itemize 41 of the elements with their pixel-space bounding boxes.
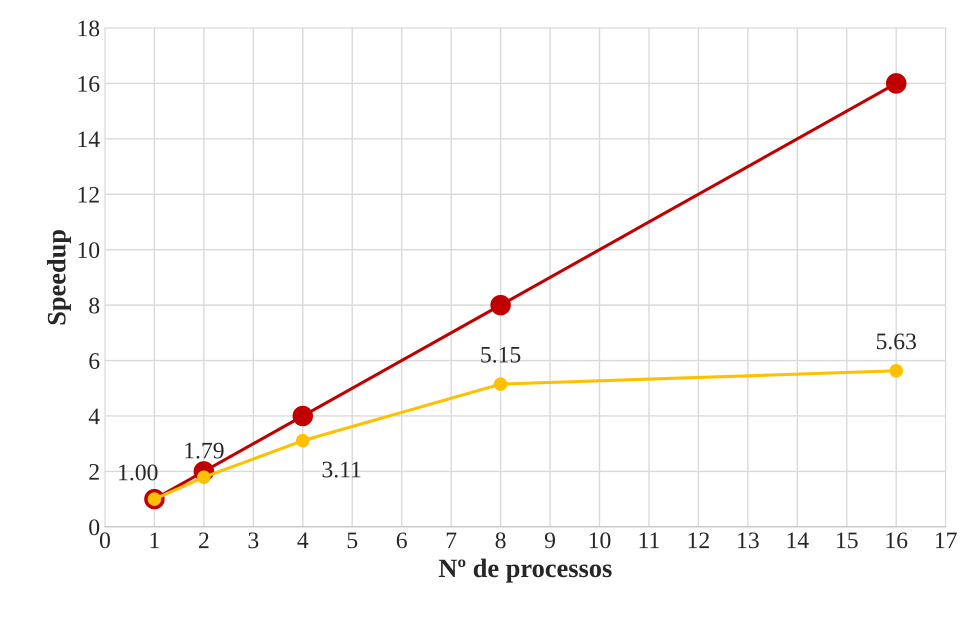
x-axis-title: Nº de processos <box>438 558 612 583</box>
y-axis-title: Speedup <box>47 230 71 324</box>
x-tick-label: 1 <box>150 532 159 548</box>
data-label: 1.00 <box>119 464 158 481</box>
point <box>494 377 508 391</box>
y-tick-label: 4 <box>88 408 100 424</box>
y-tick-label: 16 <box>78 76 100 92</box>
point <box>889 364 903 378</box>
x-tick-label: 10 <box>590 532 610 548</box>
x-tick-label: 3 <box>248 532 258 548</box>
point <box>886 73 906 94</box>
x-tick-label: 14 <box>788 532 809 548</box>
x-tick-label: 16 <box>886 532 908 548</box>
y-tick-label: 2 <box>89 464 99 480</box>
x-tick-label: 13 <box>738 532 759 548</box>
x-tick-label: 11 <box>640 532 659 548</box>
data-label: 1.79 <box>185 442 224 459</box>
point <box>296 434 310 448</box>
x-tick-label: 9 <box>544 532 555 548</box>
x-tick-label: 17 <box>936 532 957 548</box>
x-tick-label: 2 <box>199 532 208 548</box>
x-tick-label: 12 <box>688 532 709 548</box>
y-tick-label: 14 <box>78 131 100 148</box>
x-tick-label: 15 <box>837 532 858 548</box>
data-label: 5.15 <box>481 346 520 363</box>
x-tick-label: 8 <box>496 532 506 548</box>
y-tick-label: 8 <box>89 298 100 314</box>
point <box>292 406 314 426</box>
y-tick-label: 0 <box>89 519 100 536</box>
x-tick-label: 7 <box>446 532 456 548</box>
y-tick-label: 10 <box>78 242 100 258</box>
data-label: 3.11 <box>322 462 360 478</box>
x-tick-label: 6 <box>396 532 407 548</box>
point <box>490 294 511 316</box>
x-tick-label: 4 <box>297 532 308 548</box>
data-label: 5.63 <box>876 333 916 350</box>
x-tick-label: 5 <box>348 532 358 548</box>
y-tick-label: 18 <box>78 20 100 36</box>
y-tick-label: 6 <box>89 353 100 369</box>
y-tick-label: 12 <box>78 186 99 202</box>
x-tick-label: 0 <box>100 532 110 548</box>
